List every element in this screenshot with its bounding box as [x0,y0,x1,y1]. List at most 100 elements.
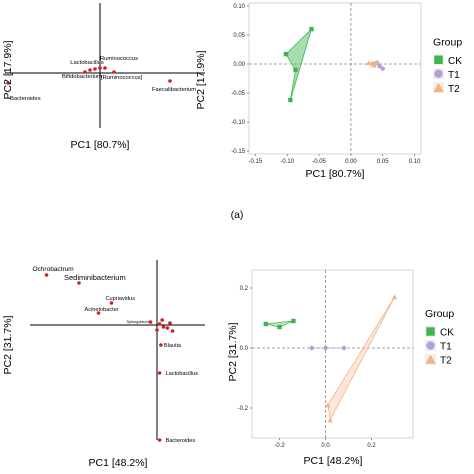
x-tick-label: 0.05 [377,159,389,165]
t1-point [309,345,314,351]
taxon-point [96,311,101,315]
t1-point [426,341,435,350]
t1-point [377,64,382,69]
x-axis-label: PC1 [80.7%] [71,139,130,151]
y-tick-label: -0.2 [238,406,249,412]
taxon-label: Blautia [164,343,182,349]
legend-label-t1: T1 [440,342,452,353]
taxon-point [160,318,164,322]
t2-point [366,60,372,66]
taxon-label: Ruminococcus [100,56,138,62]
ck-point [291,318,296,324]
x-tick-label: 0.10 [409,159,421,165]
taxon-point [170,329,175,333]
ck-point [263,321,268,327]
taxon-label: Cupriavidus [106,296,136,302]
x-tick-label: 0.00 [345,159,357,165]
taxon-point [83,70,87,74]
y-tick-label: 0.0 [240,346,249,352]
taxon-label: Bifidobacterium [62,74,102,80]
x-axis-label: PC1 [80.7%] [306,168,365,180]
y-tick-label: -0.05 [231,91,245,97]
y-axis-label: PC2 [17.9%] [2,40,14,99]
y-axis-label: PC2 [31.7%] [227,322,239,381]
taxon-point [157,322,162,326]
taxon-point [77,281,81,285]
y-axis-label: PC2 [17.9%] [195,50,207,109]
x-tick-label: 0.0 [321,443,330,449]
taxon-point [148,320,153,324]
t2-segment [327,296,395,422]
x-axis-label: PC1 [48.2%] [304,455,363,467]
taxon-point [157,438,162,442]
taxon-label: Bacteroides [10,96,41,102]
taxon-point [168,321,172,325]
taxon-point [112,70,116,74]
ck-point [283,51,289,57]
t2-point [433,82,444,92]
ck-point [277,324,282,330]
t2-point [327,417,333,423]
taxon-point [88,68,92,72]
taxon-point [44,273,49,277]
taxon-label: Bacteroides [166,438,196,444]
taxon-point [168,79,172,83]
y-tick-label: 0.2 [240,286,249,292]
t1-point [323,345,328,351]
t1-point [341,345,347,351]
plot-area [251,269,414,439]
legend-title: Group [425,308,454,320]
ck-point [309,26,314,32]
x-tick-label: 0.2 [367,443,376,449]
t2-point [325,402,331,408]
taxon-point [6,81,10,85]
taxon-point [159,343,163,347]
caption-a: (a) [231,209,244,221]
pca-a: -0.15 -0.10 -0.05 0.00 0.05 0.10 0.10 0.05 0.00 -… [195,2,462,180]
taxon-point [98,66,102,70]
t2-point [391,294,398,300]
taxon-point [165,326,170,330]
legend-label-t2: T2 [448,84,460,95]
t2-point [371,62,377,68]
legend-label-t2: T2 [440,356,452,367]
taxon-point [103,66,107,70]
y-tick-label: -0.10 [231,120,245,126]
taxon-point [93,67,97,71]
taxon-point [109,301,114,305]
taxon-label: Sediminibacterium [64,273,126,282]
ck-segment [265,320,294,328]
legend-label-t1: T1 [448,70,460,81]
y-tick-label: -0.15 [231,149,245,155]
legend-label-ck: CK [448,56,462,67]
x-tick-label: -0.10 [280,159,294,165]
taxon-label: Lactobacillus [70,60,104,66]
x-tick-label: -0.15 [249,159,263,165]
x-axis-label: PC1 [48.2%] [89,457,148,469]
taxon-point [155,328,159,332]
taxon-label: [Ruminococcus] [101,75,143,81]
ck-point [288,97,293,103]
taxon-label: Acinetobacter [85,307,119,313]
ck-point [426,327,435,336]
y-tick-label: 0.10 [233,4,245,10]
plot-area [248,2,422,155]
x-tick-label: -0.05 [312,159,326,165]
x-tick-label: -0.2 [274,443,285,449]
pca-b: -0.2 0.0 0.2 0.2 0.0 -0.2 PC1 [48.2%] PC2 [31… [227,269,454,467]
ck-point [434,55,443,64]
legend-title: Group [433,36,462,48]
taxon-label: Ochrobactrum [33,266,74,273]
t2-point [425,354,436,364]
taxon-label: Sphingobium [127,320,149,324]
biplot-a: Bacteroides Bifidobacterium LactobacillusR… [2,3,205,151]
y-tick-label: 0.05 [233,33,245,39]
t2-point [373,59,380,65]
taxon-point [157,371,162,375]
y-axis-label: PC2 [31.7%] [2,315,14,374]
legend-label-ck: CK [440,328,454,339]
t1-point [380,66,385,71]
t1-point [434,69,443,78]
